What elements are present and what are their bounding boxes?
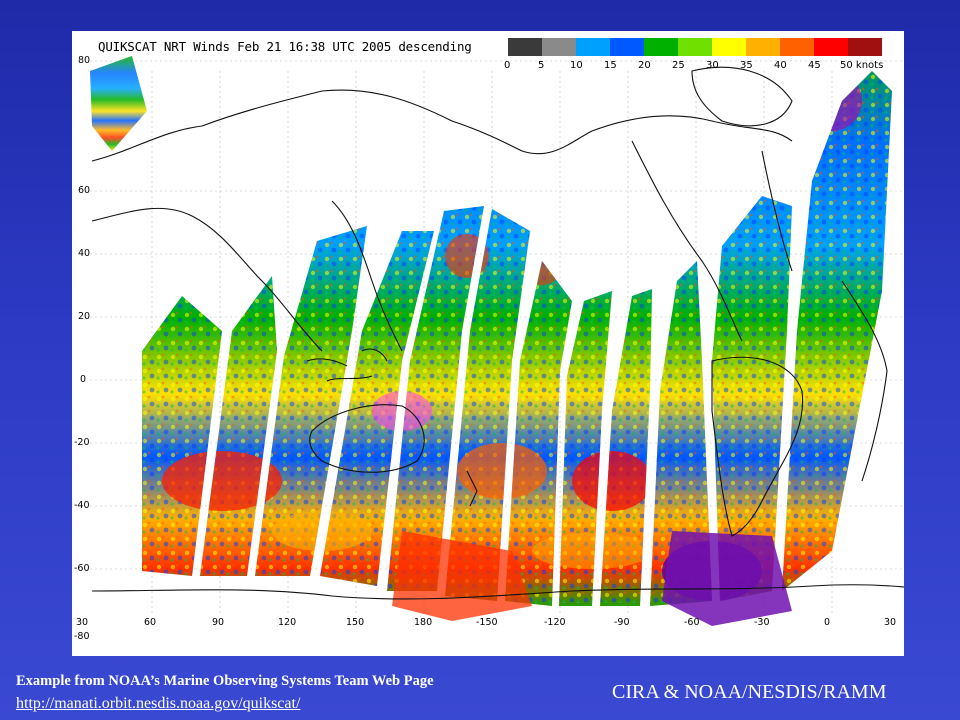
lat-label: 40 — [78, 248, 91, 259]
color-scale — [508, 38, 882, 56]
lat-label: -20 — [74, 437, 90, 448]
lat-label: 60 — [78, 185, 91, 196]
scale-tick: 20 — [638, 60, 651, 71]
scale-tick: 5 — [538, 60, 545, 71]
color-swatch — [712, 38, 746, 56]
scale-tick: 45 — [808, 60, 821, 71]
lon-label: 30 — [884, 617, 897, 628]
scale-tick: 15 — [604, 60, 617, 71]
lon-label: 120 — [278, 617, 297, 628]
lat-label: 0 — [80, 374, 87, 385]
lon-label: 0 — [824, 617, 831, 628]
lat-label: -40 — [74, 500, 90, 511]
lat-label: 80 — [78, 55, 91, 66]
map-title: QUIKSCAT NRT Winds Feb 21 16:38 UTC 2005… — [98, 39, 472, 54]
color-swatch — [814, 38, 848, 56]
scale-tick: 40 — [774, 60, 787, 71]
lon-label: 30 — [76, 617, 89, 628]
color-swatch — [780, 38, 814, 56]
color-swatch — [542, 38, 576, 56]
scale-tick: 35 — [740, 60, 753, 71]
color-swatch — [508, 38, 542, 56]
lon-label: -150 — [476, 617, 498, 628]
color-swatch — [576, 38, 610, 56]
wind-map: QUIKSCAT NRT Winds Feb 21 16:38 UTC 2005… — [72, 31, 904, 656]
scale-tick: 25 — [672, 60, 685, 71]
lon-label: 60 — [144, 617, 157, 628]
lon-label: -90 — [614, 617, 630, 628]
scale-tick: 0 — [504, 60, 511, 71]
scale-tick: 30 — [706, 60, 719, 71]
lat-label: -60 — [74, 563, 90, 574]
lon-label: 90 — [212, 617, 225, 628]
lon-label: 150 — [346, 617, 365, 628]
lat-label: -80 — [74, 631, 90, 642]
credit-text: CIRA & NOAA/NESDIS/RAMM — [612, 681, 887, 703]
source-caption: Example from NOAA’s Marine Observing Sys… — [16, 673, 434, 689]
color-scale-ticks: 0 5 10 15 20 25 30 35 40 45 50 knots — [504, 60, 904, 74]
color-swatch — [610, 38, 644, 56]
lon-label: 180 — [414, 617, 433, 628]
color-swatch — [746, 38, 780, 56]
scale-tick: 10 — [570, 60, 583, 71]
lat-label: 20 — [78, 311, 91, 322]
lon-label: -60 — [684, 617, 700, 628]
lon-label: -120 — [544, 617, 566, 628]
color-swatch — [644, 38, 678, 56]
scale-tick: 50 knots — [840, 60, 884, 71]
source-link[interactable]: http://manati.orbit.nesdis.noaa.gov/quik… — [16, 695, 301, 712]
color-swatch — [848, 38, 882, 56]
color-swatch — [678, 38, 712, 56]
lon-label: -30 — [754, 617, 770, 628]
wind-swaths-graphic — [90, 56, 904, 626]
